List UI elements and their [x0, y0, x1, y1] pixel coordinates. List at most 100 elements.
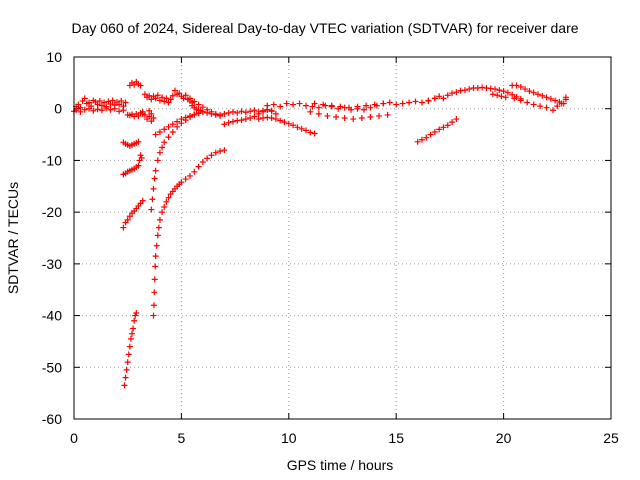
series-arc-5.5h [186, 95, 224, 118]
data-point [116, 108, 123, 115]
data-point [135, 112, 142, 119]
data-point [311, 100, 318, 107]
data-point [204, 155, 211, 162]
data-point [131, 81, 138, 88]
data-point [440, 95, 447, 102]
y-tick-label: -20 [42, 204, 62, 220]
data-point [148, 206, 155, 213]
data-point [543, 94, 550, 101]
data-point [221, 121, 228, 128]
series-band-2.5h-short [120, 138, 142, 149]
data-point [502, 94, 509, 101]
data-point [118, 97, 125, 104]
data-point [238, 108, 245, 115]
data-point [169, 121, 176, 128]
series-band-2.4-3h [120, 152, 145, 178]
tick-layer: 0 5 10 15 20 25 10 0 -10 -20 -30 -40 -50 -60 [42, 49, 619, 446]
data-point [103, 105, 110, 112]
data-point [135, 162, 142, 169]
series-arc-16-20h [425, 84, 524, 104]
data-point [530, 89, 537, 96]
data-point [98, 107, 105, 114]
data-point [148, 118, 155, 125]
data-point [191, 168, 198, 175]
data-point [367, 104, 374, 111]
data-point [345, 104, 352, 111]
data-point [86, 99, 93, 106]
data-point [163, 198, 170, 205]
data-point [431, 95, 438, 102]
data-point [195, 163, 202, 170]
data-point [307, 129, 314, 136]
data-point [131, 317, 138, 324]
data-point [128, 330, 135, 337]
data-point [414, 138, 421, 145]
data-point [444, 122, 451, 129]
data-point [386, 99, 393, 106]
data-point [255, 110, 262, 117]
data-point [283, 100, 290, 107]
data-point [530, 101, 537, 108]
series-arc-8-11h [255, 114, 318, 137]
data-point [543, 104, 550, 111]
data-point [161, 203, 168, 210]
x-axis-label: GPS time / hours [287, 457, 394, 473]
data-point [176, 90, 183, 97]
data-point [358, 115, 365, 122]
data-point [217, 111, 224, 118]
data-point [107, 101, 114, 108]
data-point [453, 116, 460, 123]
data-point [159, 94, 166, 101]
data-point [302, 127, 309, 134]
data-point [178, 116, 185, 123]
data-point [367, 113, 374, 120]
data-point [526, 88, 533, 95]
data-point [182, 114, 189, 121]
data-point [431, 128, 438, 135]
data-point [212, 110, 219, 117]
data-point [161, 126, 168, 133]
series-baseline-lower-0-2h [73, 105, 127, 115]
data-point [141, 91, 148, 98]
data-point [182, 92, 189, 99]
y-axis-label: SDTVAR / TECUs [5, 182, 21, 294]
data-point [150, 312, 157, 319]
data-point [449, 90, 456, 97]
data-point [281, 119, 288, 126]
data-point [315, 104, 322, 111]
data-point [165, 123, 172, 130]
x-tick-label: 25 [603, 430, 619, 446]
data-point [139, 197, 146, 204]
data-point [242, 116, 249, 123]
data-point [412, 98, 419, 105]
data-point [522, 86, 529, 93]
data-point [109, 97, 116, 104]
data-point [552, 97, 559, 104]
series-arc-20-23h-lower [511, 94, 569, 114]
data-point [270, 101, 277, 108]
data-point [152, 253, 159, 260]
data-point [298, 125, 305, 132]
data-point [178, 179, 185, 186]
data-point [440, 124, 447, 131]
data-point [324, 112, 331, 119]
data-point [406, 99, 413, 106]
data-point [268, 115, 275, 122]
data-point [121, 382, 128, 389]
series-arc-2.6h [126, 78, 144, 89]
data-point [208, 152, 215, 159]
data-point [384, 111, 391, 118]
data-point [199, 104, 206, 111]
y-tick-label: 0 [54, 101, 62, 117]
data-point [423, 134, 430, 141]
data-point [150, 302, 157, 309]
series-band-3.8h [152, 109, 202, 138]
data-point [277, 103, 284, 110]
data-point [418, 136, 425, 143]
data-point [509, 91, 516, 98]
data-point [141, 111, 148, 118]
data-point [285, 120, 292, 127]
series-drop-3.4h [139, 107, 157, 125]
data-point [165, 99, 172, 106]
